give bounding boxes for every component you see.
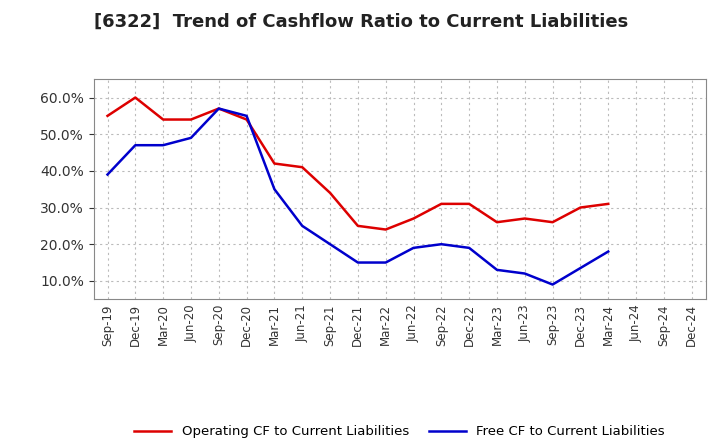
Free CF to Current Liabilities <box>521 271 529 276</box>
Free CF to Current Liabilities <box>382 260 390 265</box>
Free CF to Current Liabilities <box>215 106 223 111</box>
Operating CF to Current Liabilities <box>215 106 223 111</box>
Operating CF to Current Liabilities <box>437 201 446 206</box>
Free CF to Current Liabilities <box>549 282 557 287</box>
Legend: Operating CF to Current Liabilities, Free CF to Current Liabilities: Operating CF to Current Liabilities, Fre… <box>129 420 670 440</box>
Free CF to Current Liabilities <box>437 242 446 247</box>
Operating CF to Current Liabilities <box>186 117 195 122</box>
Operating CF to Current Liabilities <box>298 165 307 170</box>
Operating CF to Current Liabilities <box>131 95 140 100</box>
Operating CF to Current Liabilities <box>354 223 362 228</box>
Free CF to Current Liabilities <box>270 187 279 192</box>
Free CF to Current Liabilities <box>465 245 474 250</box>
Free CF to Current Liabilities <box>298 223 307 228</box>
Operating CF to Current Liabilities <box>492 220 501 225</box>
Free CF to Current Liabilities <box>159 143 168 148</box>
Operating CF to Current Liabilities <box>382 227 390 232</box>
Free CF to Current Liabilities <box>492 267 501 272</box>
Free CF to Current Liabilities <box>131 143 140 148</box>
Operating CF to Current Liabilities <box>409 216 418 221</box>
Free CF to Current Liabilities <box>604 249 613 254</box>
Free CF to Current Liabilities <box>409 245 418 250</box>
Operating CF to Current Liabilities <box>103 113 112 118</box>
Free CF to Current Liabilities <box>242 113 251 118</box>
Line: Operating CF to Current Liabilities: Operating CF to Current Liabilities <box>107 98 608 230</box>
Operating CF to Current Liabilities <box>270 161 279 166</box>
Operating CF to Current Liabilities <box>604 201 613 206</box>
Operating CF to Current Liabilities <box>576 205 585 210</box>
Operating CF to Current Liabilities <box>325 190 334 195</box>
Free CF to Current Liabilities <box>325 242 334 247</box>
Operating CF to Current Liabilities <box>549 220 557 225</box>
Free CF to Current Liabilities <box>354 260 362 265</box>
Operating CF to Current Liabilities <box>465 201 474 206</box>
Operating CF to Current Liabilities <box>242 117 251 122</box>
Line: Free CF to Current Liabilities: Free CF to Current Liabilities <box>107 109 608 285</box>
Free CF to Current Liabilities <box>186 135 195 140</box>
Free CF to Current Liabilities <box>103 172 112 177</box>
Text: [6322]  Trend of Cashflow Ratio to Current Liabilities: [6322] Trend of Cashflow Ratio to Curren… <box>94 13 628 31</box>
Operating CF to Current Liabilities <box>159 117 168 122</box>
Operating CF to Current Liabilities <box>521 216 529 221</box>
